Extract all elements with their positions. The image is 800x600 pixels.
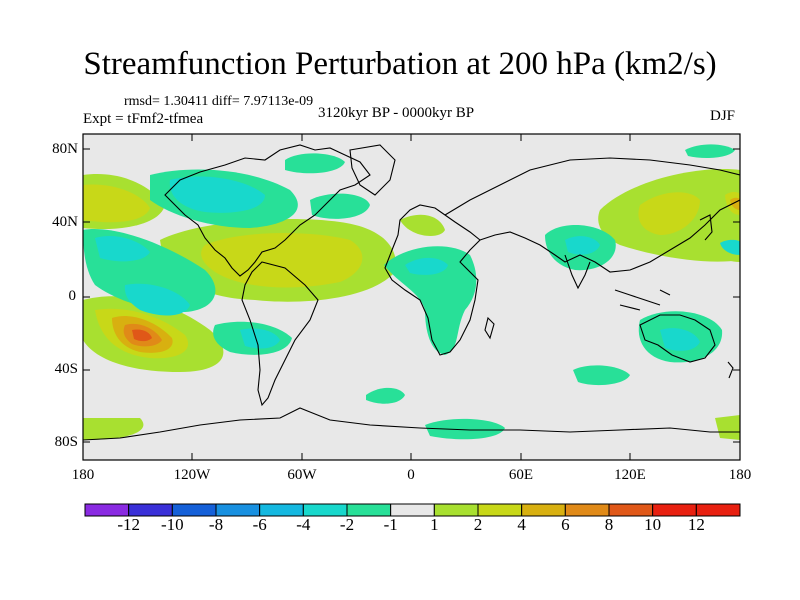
coastlines <box>83 144 740 441</box>
colorbar-label: -6 <box>252 515 267 534</box>
colorbar-label: -8 <box>208 515 224 534</box>
colorbar-label: 12 <box>687 515 705 534</box>
y-label-80n: 80N <box>52 141 78 157</box>
x-label-180e: 180 <box>728 467 752 483</box>
contour-level-high <box>112 197 740 353</box>
season-label: DJF <box>710 108 736 124</box>
map-area <box>83 134 740 460</box>
colorbar-box <box>695 503 741 517</box>
y-label-0: 0 <box>68 288 77 304</box>
colorbar-label: -4 <box>296 515 311 534</box>
colorbar-label: 4 <box>517 515 526 534</box>
experiment-label: Expt = tFmf2-tfmea <box>83 111 204 127</box>
colorbar-label: 1 <box>430 515 439 534</box>
colorbar-label: -12 <box>117 515 140 534</box>
colorbar-label: 8 <box>604 515 614 534</box>
contour-level-minus4-to-minus2 <box>95 176 740 351</box>
stats-text: rmsd= 1.30411 diff= 7.97113e-09 <box>124 94 314 109</box>
x-label-120e: 120E <box>614 467 646 483</box>
axis-ticks <box>82 134 741 460</box>
colorbar-label: -1 <box>383 515 398 534</box>
colorbar-label: -10 <box>160 515 184 534</box>
colorbar-label: 2 <box>473 515 483 534</box>
colorbar <box>84 503 741 517</box>
x-label-60w: 60W <box>287 467 317 483</box>
chart-title: Streamfunction Perturbation at 200 hPa (… <box>83 46 717 82</box>
period-label: 3120kyr BP - 0000kyr BP <box>318 105 475 121</box>
x-label-0: 0 <box>407 467 415 483</box>
colorbar-label: 10 <box>644 515 662 534</box>
x-label-60e: 60E <box>508 467 534 483</box>
y-label-40s: 40S <box>54 361 78 377</box>
colorbar-label: -2 <box>339 515 355 534</box>
colorbar-label: 6 <box>561 515 570 534</box>
x-label-120w: 120W <box>173 467 211 483</box>
y-label-80s: 80S <box>54 434 78 450</box>
y-label-40n: 40N <box>52 214 78 230</box>
x-label-180w: 180 <box>71 467 95 483</box>
